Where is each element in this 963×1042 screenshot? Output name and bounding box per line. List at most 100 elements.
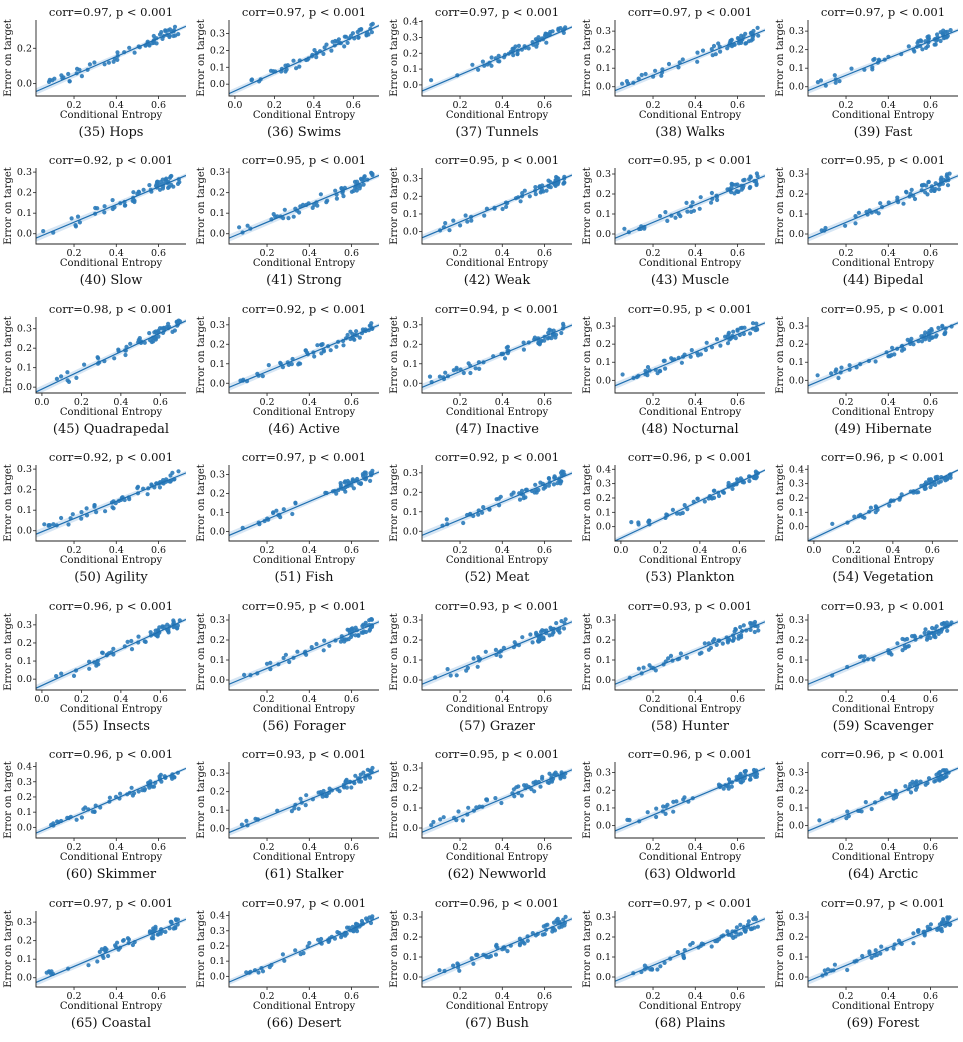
panel-caption: (60) Skimmer [66, 867, 157, 882]
x-tick-label: 0.4 [688, 842, 703, 853]
data-point [878, 951, 883, 956]
panel-caption: (43) Muscle [651, 273, 730, 288]
data-point [125, 639, 130, 644]
data-point [563, 25, 568, 30]
data-point [948, 28, 953, 33]
data-point [155, 634, 160, 639]
axes-spine [228, 465, 379, 542]
data-point [110, 206, 115, 212]
data-point [498, 494, 503, 499]
data-point [867, 949, 872, 954]
y-tick-label: 0.3 [210, 470, 225, 481]
y-tick-label: 0.1 [403, 655, 418, 666]
y-tick-label: 0.0 [17, 229, 32, 240]
data-point [175, 626, 180, 631]
data-point [370, 468, 375, 473]
x-tick-label: 0.6 [537, 842, 552, 853]
chart-title: corr=0.95, p < 0.001 [628, 302, 752, 316]
data-point [684, 200, 689, 205]
data-point [352, 781, 357, 786]
data-point [54, 376, 60, 381]
x-tick-label: 0.0 [806, 545, 821, 556]
data-point [748, 331, 753, 336]
data-point [528, 632, 533, 637]
regression-line [229, 621, 379, 685]
scatter-plot: corr=0.93, p < 0.001 0.2 0.4 0.6 0.0 0.1 0.2 0.… [582, 599, 765, 734]
y-tick-label: 0.4 [210, 911, 225, 922]
data-point [474, 805, 479, 810]
data-point [474, 952, 479, 957]
data-point [307, 940, 312, 946]
y-tick-label: 0.3 [17, 464, 32, 475]
y-tick-label: 0.1 [789, 655, 804, 666]
data-point [111, 646, 116, 651]
data-point [862, 654, 867, 659]
data-point [51, 821, 56, 826]
data-point [355, 476, 360, 482]
data-point [674, 799, 679, 804]
data-point [532, 335, 537, 340]
panel-caption: (40) Slow [80, 273, 143, 288]
data-point [303, 803, 308, 808]
data-point [281, 655, 286, 661]
x-tick-label: 0.2 [452, 694, 467, 705]
data-point [519, 793, 524, 798]
data-point [711, 488, 716, 493]
y-tick-label: 0.3 [403, 32, 418, 43]
data-point [86, 963, 91, 968]
data-point [115, 50, 120, 55]
panel-caption: (46) Active [268, 422, 340, 437]
y-tick-label: 0.0 [210, 824, 225, 835]
data-point [123, 352, 128, 358]
data-point [703, 347, 708, 353]
data-point [468, 370, 473, 376]
data-point [521, 496, 526, 501]
y-tick-label: 0.0 [403, 823, 418, 834]
axes-spine [228, 317, 379, 394]
data-point [345, 925, 350, 930]
data-point [704, 340, 709, 345]
y-tick-label: 0.3 [596, 169, 611, 180]
data-point [534, 44, 539, 49]
data-point [561, 626, 567, 631]
x-axis-label: Conditional Entropy [639, 110, 742, 121]
data-point [458, 223, 463, 228]
data-point [932, 188, 937, 193]
x-tick-label: 0.2 [645, 248, 660, 259]
data-point [445, 667, 450, 672]
x-tick-label: 0.4 [495, 545, 510, 556]
data-point [168, 174, 173, 179]
data-point [725, 341, 731, 346]
data-point [448, 673, 453, 678]
data-point [172, 328, 177, 333]
data-point [913, 787, 918, 792]
data-point [333, 188, 338, 193]
data-point [125, 936, 130, 941]
chart-title: corr=0.96, p < 0.001 [821, 747, 945, 761]
axes-spine [614, 20, 765, 97]
data-point [157, 187, 163, 192]
scatter-plot: corr=0.98, p < 0.001 0.0 0.2 0.4 0.6 0.0 0.1 0.… [3, 302, 186, 437]
data-point [665, 802, 670, 807]
regression-line [808, 469, 958, 541]
data-point [59, 671, 64, 676]
data-point [905, 636, 910, 642]
data-point [153, 183, 159, 188]
scatter-plot: corr=0.97, p < 0.001 0.2 0.4 0.6 0.0 0.1 0.2 0.… [775, 896, 958, 1031]
x-tick-label: 0.4 [881, 248, 896, 259]
data-point [681, 797, 686, 802]
data-point [281, 216, 286, 221]
x-tick-label: 0.2 [452, 545, 467, 556]
data-point [496, 59, 501, 64]
data-point [709, 200, 714, 205]
data-point [504, 204, 509, 209]
data-point [932, 42, 937, 47]
axes-spine [614, 762, 765, 839]
data-point [738, 922, 743, 927]
y-axis-label: Error on target [3, 19, 14, 97]
y-tick-label: 0.2 [210, 188, 225, 199]
x-tick-label: 0.6 [346, 100, 361, 111]
y-tick-label: 0.2 [596, 493, 611, 504]
data-point [733, 336, 738, 341]
y-tick-label: 0.0 [789, 82, 804, 93]
